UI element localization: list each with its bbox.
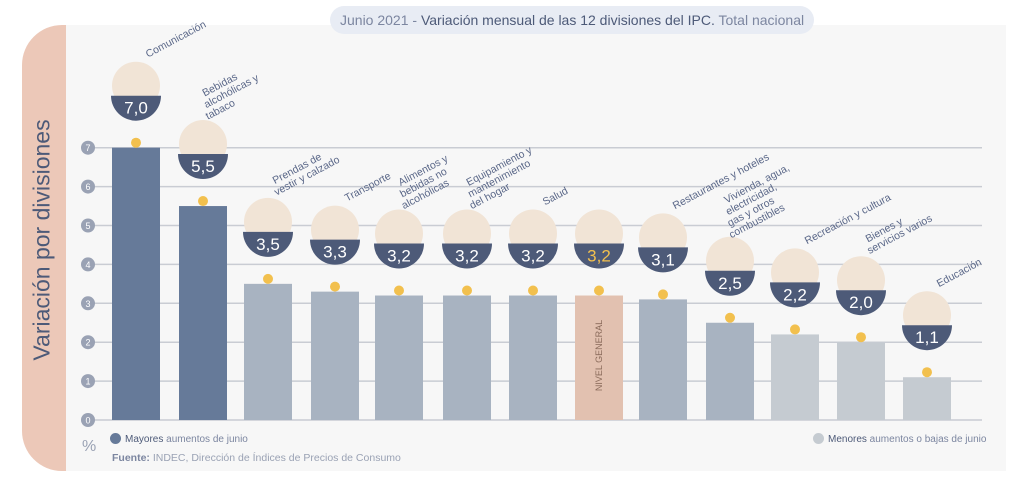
tick-marker [81,140,95,155]
value-label: 1,1 [915,328,939,347]
bar-5 [375,295,423,420]
value-badge [902,325,952,351]
y-tick-label: 1 [85,377,90,387]
bar-13 [903,377,951,420]
legend-swatch [110,433,121,444]
y-tick-label: 5 [85,221,90,231]
value-badge [705,270,755,296]
value-label: 5,5 [191,157,215,176]
unit-label: % [82,438,97,455]
category-label: Educación [935,256,984,290]
category-label: Bebidasalcohólicas ytabaco [193,62,266,122]
category-label: NIVEL GENERAL [594,320,604,391]
legend-bold: Menores [828,434,867,445]
category-label: Salud [541,185,570,208]
value-dot [462,285,472,296]
tick-marker [81,413,95,427]
value-label: 3,2 [387,247,411,266]
y-tick-label: 7 [85,143,90,153]
source-label: Fuente: [112,452,150,464]
value-label: 2,5 [718,274,742,293]
value-label: 7,0 [124,99,148,118]
y-tick-label: 0 [85,416,90,426]
value-badge [111,95,161,121]
value-dot [198,196,208,207]
value-label: 3,2 [455,247,479,266]
value-badge [574,243,624,269]
value-dot [131,137,141,148]
value-dot [330,281,340,292]
tick-marker [81,296,95,311]
bar-7 [509,295,557,420]
legend-swatch [813,433,824,444]
value-badge [836,290,886,316]
category-label: Comunicación [144,18,209,60]
legend-text: aumentos o bajas de junio [866,434,987,445]
bar-1 [112,147,160,420]
source-note: Fuente: INDEC, Dirección de Índices de P… [112,452,401,464]
bar-9 [639,299,687,420]
tick-marker [81,335,95,350]
value-dot [725,312,735,323]
bar-6 [443,295,491,420]
value-dot [658,289,668,300]
value-badge [374,243,424,269]
value-badge [178,154,228,180]
value-dot [790,324,800,335]
value-label: 3,2 [587,247,611,266]
title-date: Junio 2021 - [340,12,421,28]
tick-marker [81,374,95,389]
value-label: 3,3 [323,243,347,262]
y-tick-label: 2 [85,338,90,348]
bar-10 [706,322,754,420]
value-badge [243,231,293,257]
title-scope: Total nacional [714,12,805,28]
legend-text: aumentos de junio [163,434,248,445]
value-label: 3,5 [256,235,280,254]
value-badge [508,243,558,269]
value-badge [442,243,492,269]
value-label: 3,1 [651,250,675,269]
y-tick-label: 4 [85,260,90,270]
y-tick-label: 6 [85,182,90,192]
value-badge [310,239,360,265]
value-badge [638,247,688,273]
value-label: 3,2 [521,247,545,266]
bar-2 [179,206,227,420]
bar-12 [837,342,885,420]
value-dot [856,332,866,343]
value-dot [528,285,538,296]
tick-marker [81,257,95,272]
value-label: 2,2 [783,285,807,304]
category-label: Prendas devestir y calzado [267,144,342,198]
chart-title: Junio 2021 - Variación mensual de las 12… [330,6,815,34]
value-dot [594,285,604,296]
category-label: Alimentos ybebidas noalcohólicas [389,152,461,212]
bar-11 [771,334,819,420]
value-label: 2,0 [849,293,873,312]
legend-bold: Mayores [125,434,164,445]
value-badge [770,282,820,308]
bar-4 [311,291,359,420]
y-tick-label: 3 [85,299,90,309]
legend-menores: Menores aumentos o bajas de junio [813,433,986,445]
value-dot [394,285,404,296]
bar-8 [575,295,623,420]
title-main: Variación mensual de las 12 divisiones d… [420,12,715,28]
value-dot [922,367,932,378]
tick-marker [81,218,95,233]
value-dot [263,273,273,284]
source-text: INDEC, Dirección de Índices de Precios d… [149,452,401,464]
category-label: Equipamiento ymantenimientodel hogar [457,144,545,212]
bar-3 [244,283,292,420]
legend-mayores: Mayores aumentos de junio [110,433,248,445]
tick-marker [81,179,95,194]
